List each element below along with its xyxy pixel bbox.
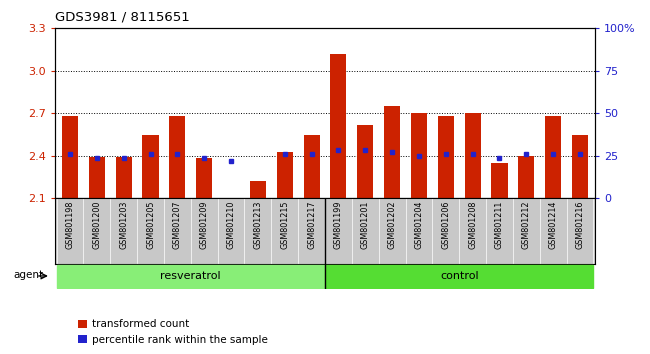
Bar [169,116,185,198]
Text: GSM801211: GSM801211 [495,200,504,249]
Text: GSM801205: GSM801205 [146,200,155,249]
Text: control: control [440,271,478,281]
Bar [465,113,481,198]
Text: GSM801212: GSM801212 [522,200,531,249]
Text: agent: agent [14,270,44,280]
Bar [545,116,561,198]
Bar [116,157,132,198]
Bar [437,116,454,198]
Bar [196,158,213,198]
Text: GSM801213: GSM801213 [254,200,263,249]
Bar [518,156,534,198]
Text: GSM801199: GSM801199 [334,200,343,249]
Text: GDS3981 / 8115651: GDS3981 / 8115651 [55,11,190,24]
Text: GSM801198: GSM801198 [66,200,75,249]
Bar [277,152,292,198]
Text: GSM801210: GSM801210 [227,200,235,249]
Text: GSM801200: GSM801200 [92,200,101,249]
Text: GSM801216: GSM801216 [575,200,584,249]
Bar [142,135,159,198]
Text: GSM801217: GSM801217 [307,200,316,249]
Bar [411,113,427,198]
Text: GSM801202: GSM801202 [387,200,396,249]
Bar [62,116,78,198]
Bar [89,157,105,198]
Text: GSM801201: GSM801201 [361,200,370,249]
Bar [57,265,325,288]
Text: resveratrol: resveratrol [161,271,221,281]
Bar [250,181,266,198]
Text: GSM801215: GSM801215 [280,200,289,249]
Text: GSM801207: GSM801207 [173,200,182,249]
Bar [491,163,508,198]
Bar [330,54,346,198]
Text: GSM801203: GSM801203 [119,200,128,249]
Text: GSM801206: GSM801206 [441,200,450,249]
Bar [572,135,588,198]
Text: GSM801208: GSM801208 [468,200,477,249]
Bar [304,135,320,198]
Legend: transformed count, percentile rank within the sample: transformed count, percentile rank withi… [73,315,272,349]
Bar [358,125,373,198]
Bar [325,265,593,288]
Text: GSM801204: GSM801204 [415,200,423,249]
Bar [384,106,400,198]
Text: GSM801214: GSM801214 [549,200,558,249]
Text: GSM801209: GSM801209 [200,200,209,249]
